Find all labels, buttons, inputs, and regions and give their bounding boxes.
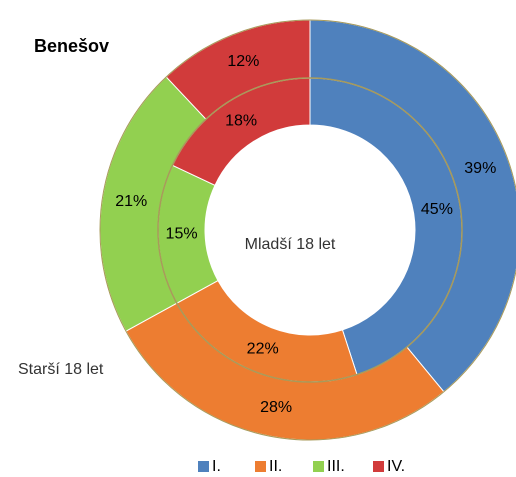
data-label: 22% [247, 341, 279, 358]
legend-label: IV. [387, 458, 405, 475]
data-label: 21% [115, 193, 147, 210]
data-label: 15% [166, 225, 198, 242]
series-label: Mladší 18 let [245, 236, 336, 253]
data-label: 12% [227, 53, 259, 70]
legend-label: II. [269, 458, 282, 475]
legend-label: III. [327, 458, 345, 475]
legend-swatch [198, 461, 209, 472]
data-label: 18% [225, 113, 257, 130]
data-label: 28% [260, 399, 292, 416]
legend-swatch [373, 461, 384, 472]
legend-swatch [313, 461, 324, 472]
legend-label: I. [212, 458, 221, 475]
chart-title: Benešov [34, 36, 109, 56]
series-label: Starší 18 let [18, 361, 104, 378]
data-label: 39% [464, 160, 496, 177]
ring-border [157, 77, 463, 383]
legend-swatch [255, 461, 266, 472]
ring-border [99, 19, 516, 441]
data-label: 45% [421, 201, 453, 218]
